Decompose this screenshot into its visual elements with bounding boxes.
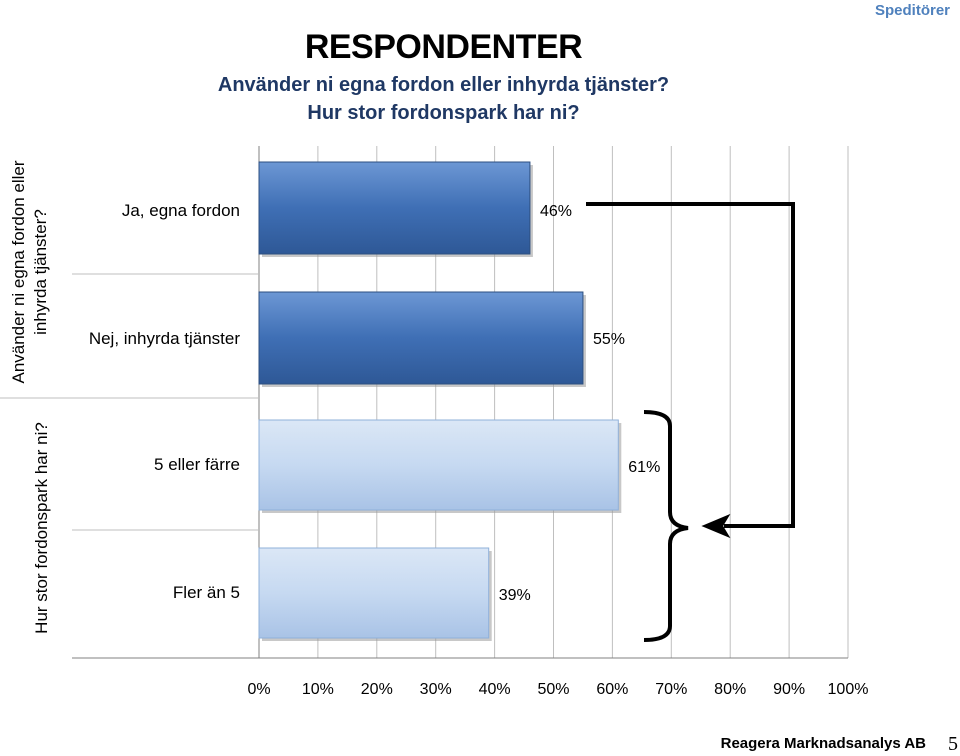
- page-title: RESPONDENTER: [304, 28, 583, 66]
- category-label: Ja, egna fordon: [122, 201, 240, 220]
- bar-ja-egna-fordon: [258, 161, 531, 255]
- x-tick-label: 60%: [596, 681, 628, 698]
- bar-fler-n-5: [258, 547, 490, 639]
- bar-5-eller-f-rre: [258, 419, 619, 511]
- curly-brace: [643, 410, 689, 642]
- value-label: 55%: [593, 331, 625, 348]
- category-label: Fler än 5: [173, 583, 240, 602]
- bar-nej-inhyrda-tj-nster: [258, 291, 584, 385]
- x-tick-label: 0%: [247, 681, 270, 698]
- x-tick-label: 20%: [361, 681, 393, 698]
- x-tick-label: 30%: [420, 681, 452, 698]
- value-label: 61%: [628, 459, 660, 476]
- connector-arrowhead: [701, 513, 731, 539]
- category-label: 5 eller färre: [154, 455, 240, 474]
- value-label: 46%: [540, 203, 572, 220]
- x-tick-label: 50%: [537, 681, 569, 698]
- x-tick-label: 80%: [714, 681, 746, 698]
- x-tick-label: 70%: [655, 681, 687, 698]
- value-label: 39%: [499, 587, 531, 604]
- connector-line: [586, 202, 795, 528]
- subtitle-line-2: Hur stor fordonspark har ni?: [307, 102, 580, 124]
- subtitle-line-1: Använder ni egna fordon eller inhyrda tj…: [217, 74, 670, 96]
- x-tick-label: 90%: [773, 681, 805, 698]
- section-tag: Speditörer: [874, 2, 950, 19]
- x-tick-label: 10%: [302, 681, 334, 698]
- x-tick-label: 40%: [479, 681, 511, 698]
- category-label: Nej, inhyrda tjänster: [89, 329, 241, 348]
- group-label: Använder ni egna fordon eller inhyrda tjä…: [9, 160, 50, 383]
- page-number: 5: [948, 733, 958, 755]
- group-label: Hur stor fordonspark har ni?: [32, 422, 51, 634]
- x-tick-label: 100%: [828, 681, 869, 698]
- footer-company: Reagera Marknadsanalys AB: [720, 735, 926, 752]
